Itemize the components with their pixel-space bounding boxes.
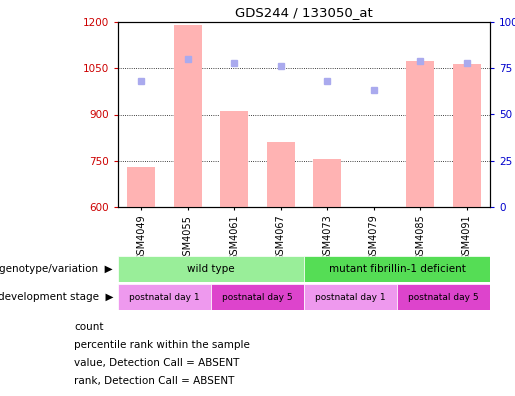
Text: development stage  ▶: development stage ▶ (0, 292, 113, 302)
Text: wild type: wild type (187, 264, 235, 274)
Bar (127, 167, 155, 207)
Text: percentile rank within the sample: percentile rank within the sample (74, 340, 250, 350)
Bar (220, 111, 248, 207)
Text: rank, Detection Call = ABSENT: rank, Detection Call = ABSENT (74, 376, 234, 386)
Bar (304, 284, 397, 310)
Text: postnatal day 1: postnatal day 1 (129, 293, 200, 301)
Bar (267, 142, 295, 207)
Text: genotype/variation  ▶: genotype/variation ▶ (0, 264, 113, 274)
Bar (118, 256, 304, 282)
Bar (313, 159, 341, 207)
Text: postnatal day 1: postnatal day 1 (315, 293, 386, 301)
Text: postnatal day 5: postnatal day 5 (408, 293, 479, 301)
Title: GDS244 / 133050_at: GDS244 / 133050_at (235, 6, 373, 19)
Bar (397, 284, 490, 310)
Text: count: count (74, 322, 104, 332)
Text: value, Detection Call = ABSENT: value, Detection Call = ABSENT (74, 358, 239, 368)
Bar (406, 61, 434, 207)
Text: mutant fibrillin-1 deficient: mutant fibrillin-1 deficient (329, 264, 466, 274)
Bar (211, 284, 304, 310)
Bar (453, 64, 480, 207)
Bar (174, 25, 202, 207)
Bar (304, 256, 490, 282)
Text: postnatal day 5: postnatal day 5 (222, 293, 293, 301)
Bar (118, 284, 211, 310)
